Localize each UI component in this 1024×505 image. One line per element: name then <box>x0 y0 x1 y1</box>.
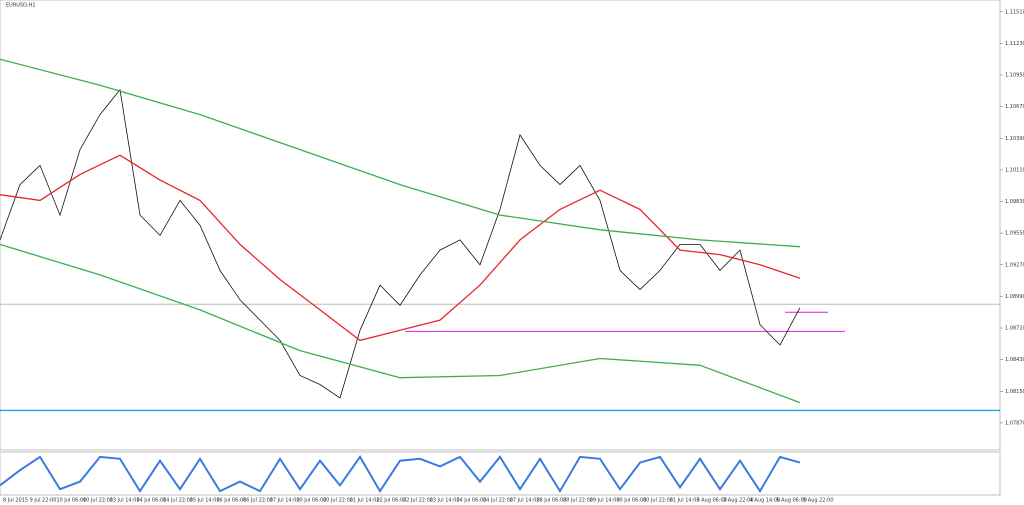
x-tick-label: 30 Jul 06:00 <box>616 498 646 504</box>
oscillator-pane <box>0 451 1001 496</box>
x-tick-label: 27 Jul 14:00 <box>510 498 540 504</box>
x-tick-label: 23 Jul 14:00 <box>430 498 460 504</box>
y-tick-label: 1.09830 <box>1005 199 1024 205</box>
x-tick-label: 3 Aug 06:00 <box>696 498 727 504</box>
x-tick-label: 24 Jul 06:00 <box>456 498 486 504</box>
chart-title: EURUSD,H1 <box>6 3 36 9</box>
x-tick-label: 4 Aug 14:00 <box>750 498 781 504</box>
y-tick-label: 1.10950 <box>1005 73 1024 79</box>
y-tick-label: 1.11510 <box>1005 9 1024 15</box>
oscillator-line <box>0 455 801 494</box>
x-tick-label: 10 Jul 06:00 <box>56 498 86 504</box>
x-tick-label: 20 Jul 22:00 <box>323 498 353 504</box>
x-tick-label: 8 Jul 2015 <box>3 498 28 504</box>
y-tick-label: 1.08990 <box>1005 294 1024 300</box>
x-tick-label: 29 Jul 14:00 <box>590 498 620 504</box>
x-tick-label: 30 Jul 22:00 <box>643 498 673 504</box>
y-tick-label: 1.10390 <box>1005 136 1024 142</box>
x-tick-label: 5 Aug 22:00 <box>803 498 834 504</box>
x-tick-label: 24 Jul 22:00 <box>483 498 513 504</box>
y-tick-label: 1.08710 <box>1005 326 1024 332</box>
price-line <box>0 58 801 248</box>
y-tick-label: 1.07870 <box>1005 420 1024 426</box>
x-tick-label: 14 Jul 22:00 <box>163 498 193 504</box>
x-tick-label: 31 Jul 14:00 <box>670 498 700 504</box>
y-tick-label: 1.10110 <box>1005 167 1024 173</box>
price-line <box>0 88 801 399</box>
x-tick-label: 13 Jul 14:00 <box>110 498 140 504</box>
x-tick-label: 5 Aug 06:00 <box>776 498 807 504</box>
price-line <box>0 243 801 404</box>
x-tick-label: 28 Jul 06:00 <box>536 498 566 504</box>
x-tick-label: 17 Jul 14:00 <box>270 498 300 504</box>
y-tick-label: 1.09550 <box>1005 231 1024 237</box>
x-tick-label: 22 Jul 06:00 <box>376 498 406 504</box>
x-tick-label: 16 Jul 06:00 <box>216 498 246 504</box>
y-tick-label: 1.08150 <box>1005 389 1024 395</box>
x-tick-label: 20 Jul 06:00 <box>296 498 326 504</box>
x-tick-label: 3 Aug 22:00 <box>723 498 754 504</box>
x-tick-label: 21 Jul 14:00 <box>350 498 380 504</box>
x-tick-label: 28 Jul 22:00 <box>563 498 593 504</box>
y-tick-label: 1.09270 <box>1005 262 1024 268</box>
y-tick-label: 1.11230 <box>1005 41 1024 47</box>
x-tick-label: 14 Jul 06:00 <box>136 498 166 504</box>
x-tick-label: 22 Jul 22:00 <box>403 498 433 504</box>
y-tick-label: 1.08430 <box>1005 357 1024 363</box>
x-tick-label: 10 Jul 22:00 <box>83 498 113 504</box>
x-tick-label: 15 Jul 14:00 <box>190 498 220 504</box>
y-tick-label: 1.10670 <box>1005 104 1024 110</box>
x-tick-label: 9 Jul 22:00 <box>30 498 57 504</box>
x-tick-label: 16 Jul 22:00 <box>243 498 273 504</box>
